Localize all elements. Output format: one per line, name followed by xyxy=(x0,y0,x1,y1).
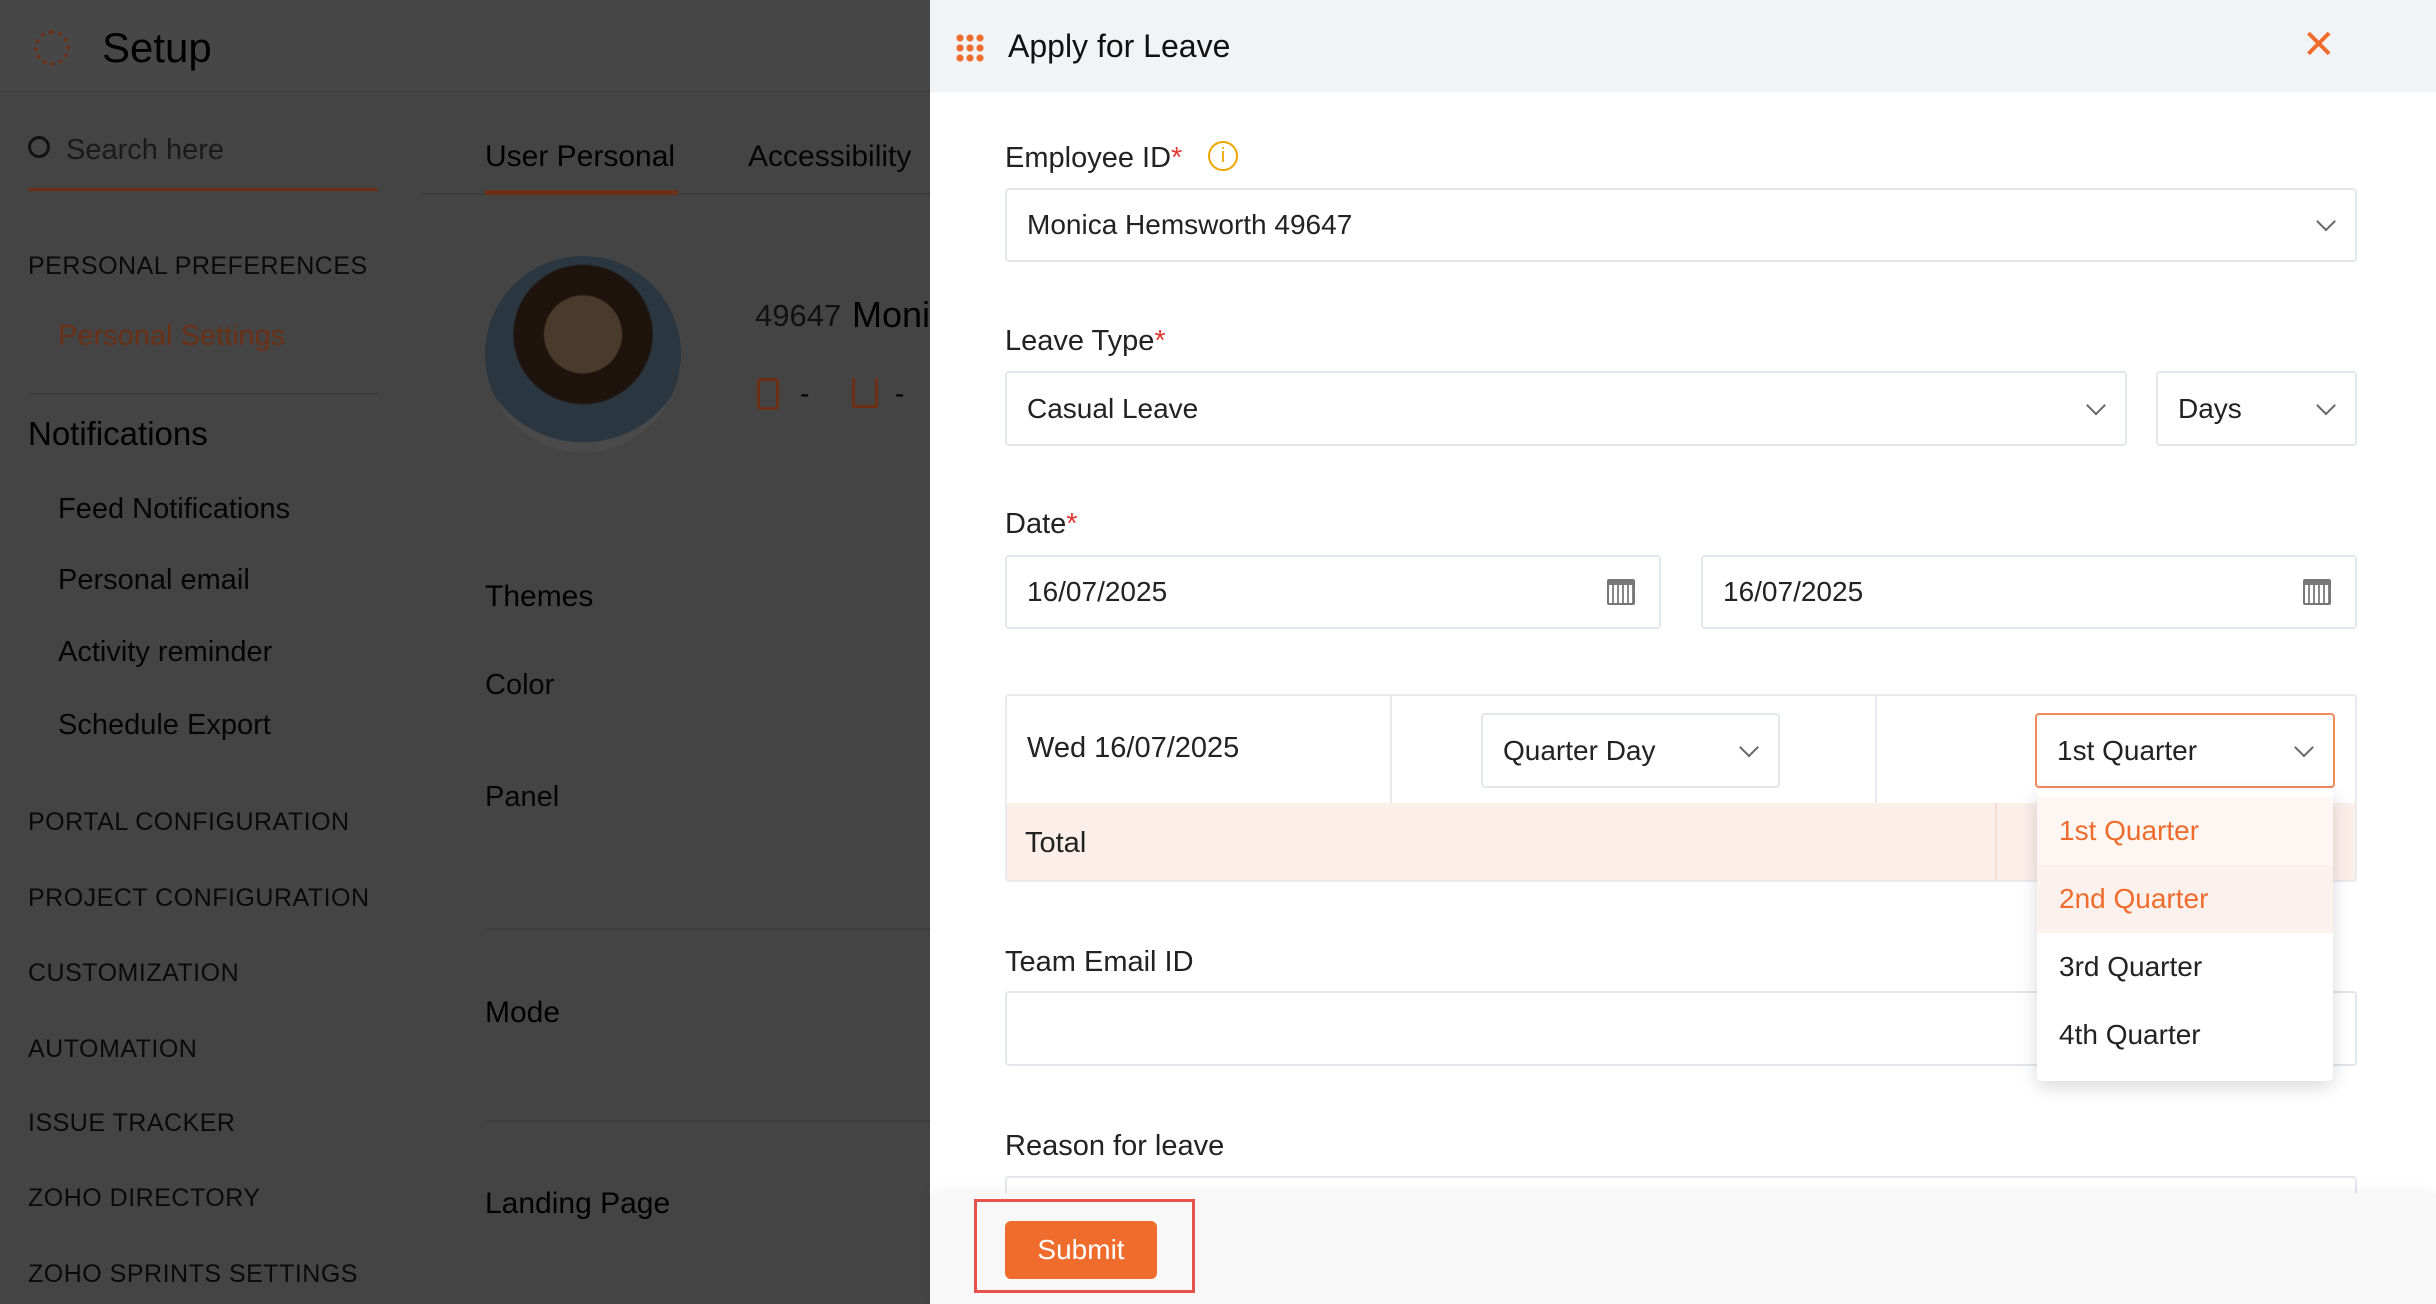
panel-header: Apply for Leave ✕ xyxy=(930,0,2436,92)
apply-leave-panel: Apply for Leave ✕ Employee ID* i Monica … xyxy=(930,0,2436,1304)
color-label: Color xyxy=(485,669,555,701)
employee-id-select[interactable]: Monica Hemsworth 49647 xyxy=(1005,188,2357,262)
chevron-down-icon xyxy=(1739,737,1759,757)
employee-id-label: Employee ID* xyxy=(1005,142,1182,175)
leave-type-label-text: Leave Type xyxy=(1005,325,1155,357)
quarter-dropdown-menu: 1st Quarter 2nd Quarter 3rd Quarter 4th … xyxy=(2037,789,2333,1081)
section-customization[interactable]: CUSTOMIZATION xyxy=(28,959,240,987)
search-underline xyxy=(28,188,378,191)
setup-title: Setup xyxy=(102,24,212,71)
required-mark: * xyxy=(1154,325,1166,357)
phone-icon xyxy=(757,378,779,410)
info-icon[interactable]: i xyxy=(1208,141,1238,171)
quarter-option-3[interactable]: 3rd Quarter xyxy=(2059,951,2203,982)
user-id: 49647 xyxy=(755,298,842,333)
home-value: - xyxy=(895,378,905,409)
tab-accessibility[interactable]: Accessibility xyxy=(748,140,912,173)
total-label: Total xyxy=(1025,827,1087,859)
from-date-value: 16/07/2025 xyxy=(1027,576,1168,607)
chevron-up-icon xyxy=(2294,737,2314,757)
leave-type-label: Leave Type* xyxy=(1005,325,1166,358)
quarter-option-1[interactable]: 1st Quarter xyxy=(2037,797,2333,865)
calendar-icon[interactable] xyxy=(2303,579,2331,605)
divider xyxy=(485,1120,930,1122)
required-mark: * xyxy=(1066,508,1078,540)
column-divider xyxy=(1390,696,1392,805)
tab-user-personal[interactable]: User Personal xyxy=(485,140,676,173)
day-type-select[interactable]: Quarter Day xyxy=(1481,713,1780,788)
section-issue-tracker[interactable]: ISSUE TRACKER xyxy=(28,1109,236,1137)
section-portal[interactable]: PORTAL CONFIGURATION xyxy=(28,808,350,836)
section-automation[interactable]: AUTOMATION xyxy=(28,1035,198,1063)
from-date-input[interactable]: 16/07/2025 xyxy=(1005,555,1661,629)
sidebar-search-input[interactable] xyxy=(66,128,366,172)
panel-footer: Submit xyxy=(930,1193,2436,1304)
active-tab-indicator xyxy=(485,190,678,195)
date-label: Date* xyxy=(1005,508,1078,541)
section-personal-preferences: PERSONAL PREFERENCES xyxy=(28,252,368,280)
chevron-down-icon xyxy=(2086,395,2106,415)
column-divider xyxy=(1875,696,1877,805)
mode-heading: Mode xyxy=(485,996,561,1029)
home-icon xyxy=(852,378,878,408)
chevron-down-icon xyxy=(2316,395,2336,415)
row-date: Wed 16/07/2025 xyxy=(1027,732,1240,764)
team-email-label: Team Email ID xyxy=(1005,946,1194,978)
calendar-icon[interactable] xyxy=(1607,579,1635,605)
leave-unit-value: Days xyxy=(2178,392,2242,424)
gear-icon xyxy=(34,30,70,66)
employee-id-value: Monica Hemsworth 49647 xyxy=(1027,209,1353,240)
user-name: Moni xyxy=(852,294,931,335)
apps-grid-icon xyxy=(955,33,985,63)
search-icon xyxy=(28,136,50,158)
leave-unit-select[interactable]: Days xyxy=(2156,371,2357,446)
panel-title: Apply for Leave xyxy=(1008,28,1231,64)
to-date-input[interactable]: 16/07/2025 xyxy=(1701,555,2357,629)
chevron-down-icon xyxy=(2316,211,2336,232)
column-divider xyxy=(1995,803,1997,880)
panel-label: Panel xyxy=(485,781,560,813)
divider xyxy=(485,928,930,930)
notifications-heading: Notifications xyxy=(28,415,208,452)
sidebar-item-personal-settings[interactable]: Personal Settings xyxy=(58,320,286,352)
leave-type-value: Casual Leave xyxy=(1027,392,1199,424)
phone-value: - xyxy=(800,378,810,409)
themes-heading: Themes xyxy=(485,580,594,613)
section-zoho-sprints[interactable]: ZOHO SPRINTS SETTINGS xyxy=(28,1260,358,1288)
quarter-select[interactable]: 1st Quarter xyxy=(2035,713,2335,788)
sidebar-item-personal-email[interactable]: Personal email xyxy=(58,564,250,596)
sidebar-item-feed[interactable]: Feed Notifications xyxy=(58,493,291,525)
sidebar-item-schedule[interactable]: Schedule Export xyxy=(58,709,271,741)
quarter-option-4[interactable]: 4th Quarter xyxy=(2059,1019,2201,1050)
reason-label: Reason for leave xyxy=(1005,1130,1225,1162)
avatar xyxy=(485,256,681,452)
quarter-value: 1st Quarter xyxy=(2057,734,2198,766)
highlight-box xyxy=(974,1199,1195,1293)
section-zoho-directory[interactable]: ZOHO DIRECTORY xyxy=(28,1184,261,1212)
setup-page-dimmed-backdrop[interactable]: Setup PERSONAL PREFERENCES Personal Sett… xyxy=(0,0,930,1304)
sidebar-item-activity[interactable]: Activity reminder xyxy=(58,636,273,668)
date-label-text: Date xyxy=(1005,508,1067,540)
to-date-value: 16/07/2025 xyxy=(1723,576,1864,607)
submit-button[interactable]: Submit xyxy=(1005,1221,1157,1279)
required-mark: * xyxy=(1171,142,1183,174)
section-project[interactable]: PROJECT CONFIGURATION xyxy=(28,884,370,912)
quarter-option-2[interactable]: 2nd Quarter xyxy=(2037,865,2333,933)
divider xyxy=(28,393,378,395)
day-type-value: Quarter Day xyxy=(1503,734,1656,766)
leave-type-select[interactable]: Casual Leave xyxy=(1005,371,2127,446)
landing-page-heading: Landing Page xyxy=(485,1187,671,1220)
setup-header xyxy=(0,0,930,92)
close-icon[interactable]: ✕ xyxy=(2302,23,2336,67)
employee-id-label-text: Employee ID xyxy=(1005,142,1172,174)
